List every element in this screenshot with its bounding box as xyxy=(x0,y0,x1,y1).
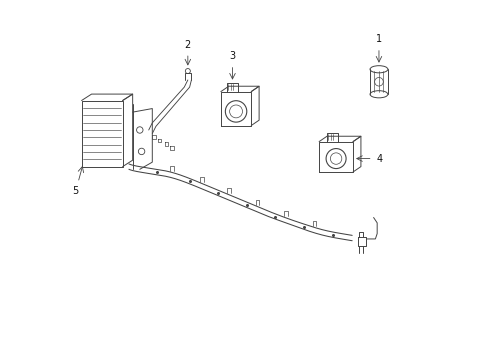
Text: 4: 4 xyxy=(376,154,382,163)
Text: 3: 3 xyxy=(229,51,236,61)
Text: 5: 5 xyxy=(72,186,78,196)
Text: 2: 2 xyxy=(185,40,191,50)
Text: 1: 1 xyxy=(376,34,382,44)
